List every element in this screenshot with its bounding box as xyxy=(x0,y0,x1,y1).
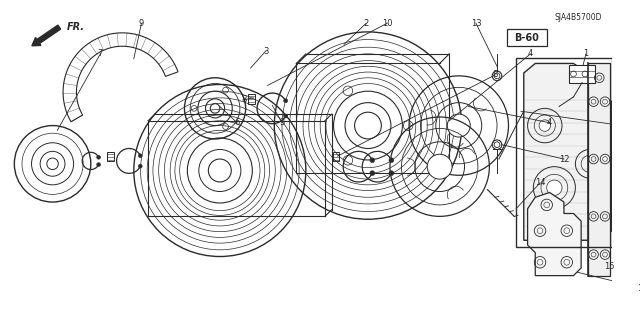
Text: 15: 15 xyxy=(605,262,615,271)
Text: 4: 4 xyxy=(528,49,533,58)
Bar xyxy=(507,29,547,46)
Bar xyxy=(569,65,595,83)
Circle shape xyxy=(547,180,562,195)
Circle shape xyxy=(389,158,394,163)
Circle shape xyxy=(138,164,142,168)
Text: 3: 3 xyxy=(263,47,268,56)
Polygon shape xyxy=(588,63,610,276)
Polygon shape xyxy=(524,63,612,240)
Circle shape xyxy=(284,114,287,118)
Text: 14: 14 xyxy=(535,178,545,188)
Text: 8: 8 xyxy=(492,70,498,79)
Text: 4: 4 xyxy=(547,118,552,127)
Text: SJA4B5700D: SJA4B5700D xyxy=(555,13,602,22)
Text: 11: 11 xyxy=(637,284,640,293)
Text: 7: 7 xyxy=(98,49,103,58)
Circle shape xyxy=(370,171,374,175)
Polygon shape xyxy=(527,192,581,276)
Circle shape xyxy=(428,154,452,179)
Bar xyxy=(333,152,339,161)
Circle shape xyxy=(97,155,100,159)
Circle shape xyxy=(209,159,231,182)
Circle shape xyxy=(355,112,381,139)
Text: 12: 12 xyxy=(559,154,569,164)
Circle shape xyxy=(47,158,58,169)
Text: B-60: B-60 xyxy=(514,33,539,43)
Text: 6: 6 xyxy=(234,118,240,127)
Circle shape xyxy=(447,114,470,137)
Text: 1: 1 xyxy=(583,49,589,58)
Bar xyxy=(516,58,612,247)
Text: 8: 8 xyxy=(241,95,246,104)
Circle shape xyxy=(284,99,287,103)
Text: 3: 3 xyxy=(279,118,285,127)
Circle shape xyxy=(138,154,142,158)
Bar xyxy=(107,152,114,161)
FancyArrow shape xyxy=(32,25,61,46)
Circle shape xyxy=(211,104,220,113)
Polygon shape xyxy=(63,33,178,122)
Circle shape xyxy=(389,171,394,175)
Text: FR.: FR. xyxy=(67,22,85,32)
Bar xyxy=(248,94,255,104)
Text: 13: 13 xyxy=(470,19,481,28)
Text: 10: 10 xyxy=(382,19,392,28)
Text: 9: 9 xyxy=(139,19,144,28)
Circle shape xyxy=(97,163,100,167)
Circle shape xyxy=(370,158,374,163)
Circle shape xyxy=(539,120,550,131)
Text: 2: 2 xyxy=(364,19,369,28)
